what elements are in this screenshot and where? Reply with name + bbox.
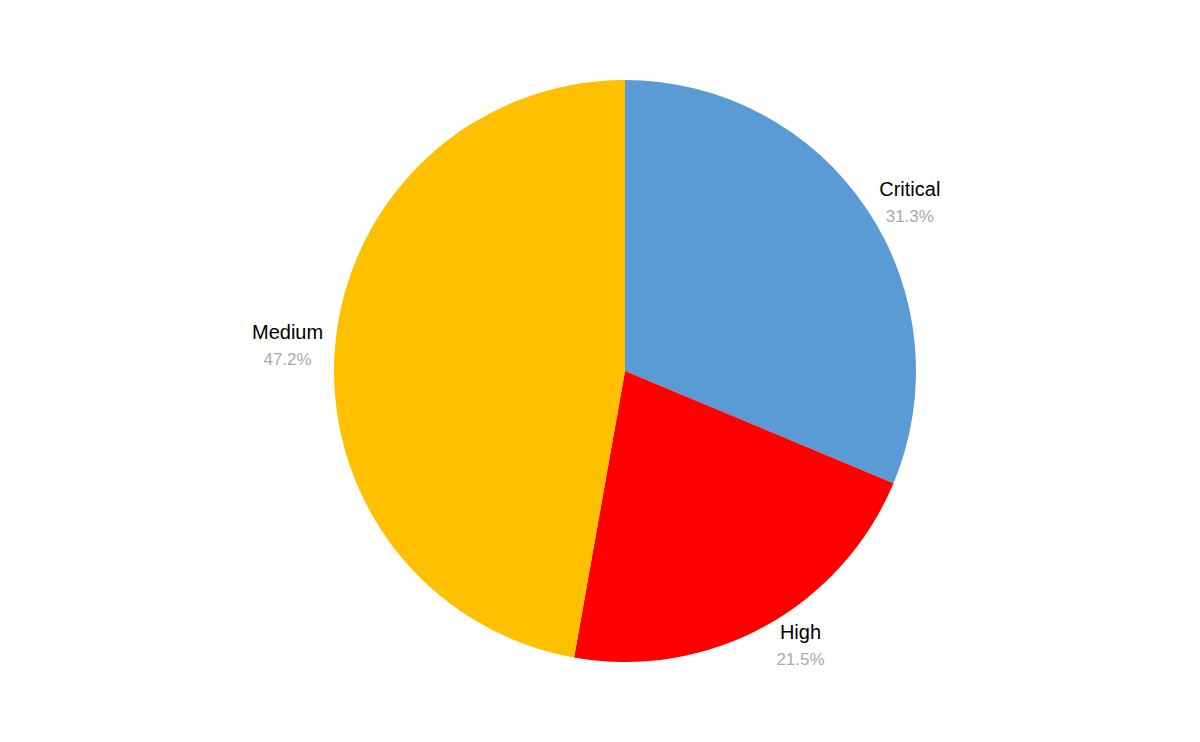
svg-text:High21.5%: High21.5%: [776, 621, 824, 669]
svg-text:Medium47.2%: Medium47.2%: [252, 321, 323, 369]
svg-text:Critical31.3%: Critical31.3%: [879, 178, 940, 226]
